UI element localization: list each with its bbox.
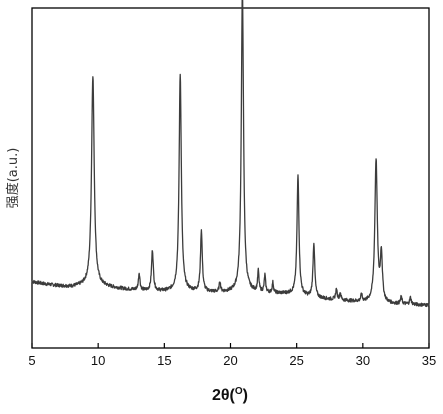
x-tick-label: 15 [157, 353, 171, 368]
x-tick-label: 35 [422, 353, 436, 368]
x-tick-label: 10 [91, 353, 105, 368]
xrd-pattern-line [31, 0, 430, 308]
y-axis-title: 强度(a.u.) [5, 148, 21, 209]
x-axis-tick-labels: 5 10 15 20 25 30 35 [28, 353, 436, 368]
x-tick-label: 30 [356, 353, 370, 368]
x-tick-label: 5 [28, 353, 35, 368]
x-tick-label: 20 [223, 353, 237, 368]
x-tick-label: 25 [289, 353, 303, 368]
x-axis-title: 2θ(O) [212, 386, 248, 404]
x-axis-ticks [31, 343, 430, 348]
